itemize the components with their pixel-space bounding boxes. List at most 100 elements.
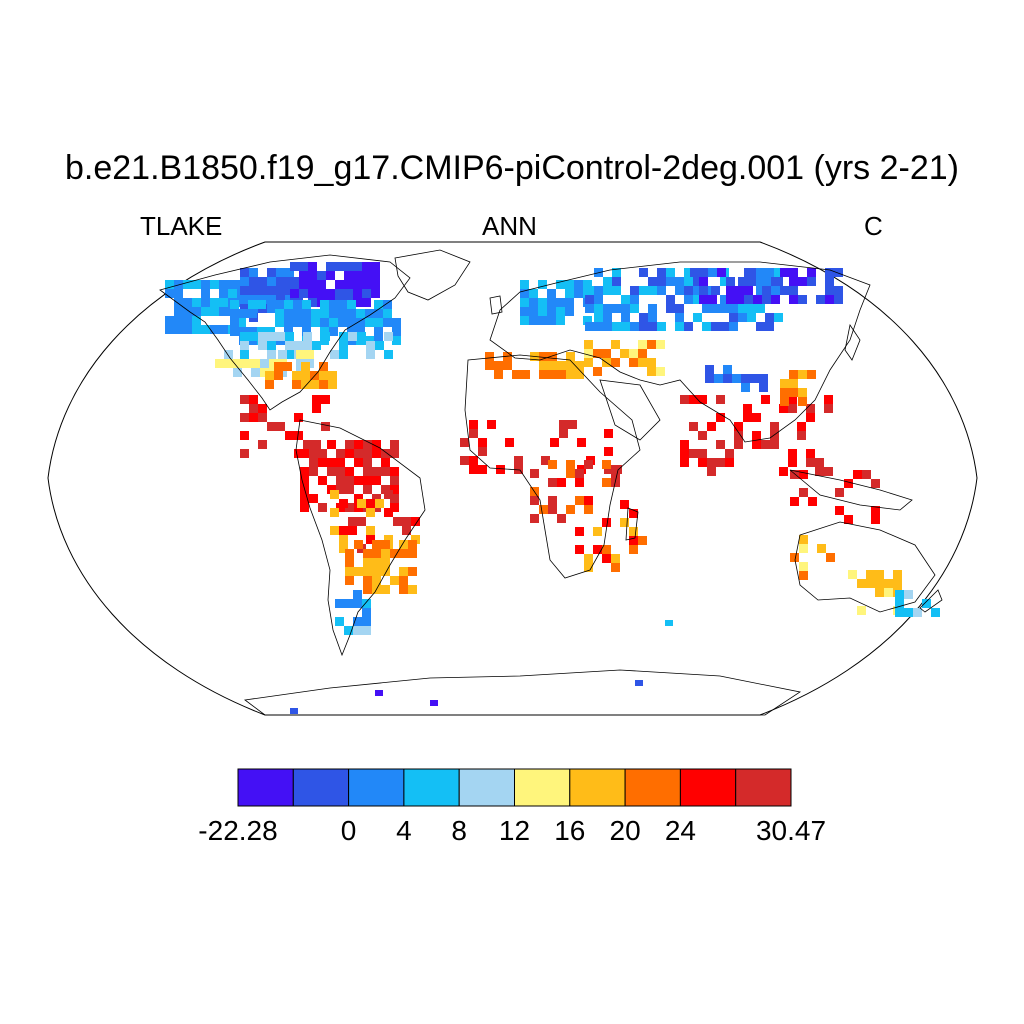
- grid-cell: [384, 350, 393, 359]
- grid-cell: [825, 295, 834, 304]
- grid-cell: [165, 289, 174, 298]
- grid-cell: [330, 508, 339, 517]
- grid-cell: [240, 431, 249, 440]
- grid-cell: [647, 367, 656, 376]
- grid-cell: [574, 289, 583, 298]
- grid-cell: [327, 440, 336, 449]
- grid-cell: [657, 277, 666, 286]
- grid-cell: [612, 268, 621, 277]
- grid-cell: [201, 325, 210, 334]
- grid-cell: [726, 295, 735, 304]
- grid-cell: [584, 563, 593, 572]
- grid-cell: [689, 395, 698, 404]
- grid-cell: [392, 318, 401, 327]
- colorbar-box: [348, 768, 405, 807]
- grid-cell: [266, 327, 275, 336]
- grid-cell: [327, 467, 336, 476]
- grid-cell: [390, 485, 399, 494]
- grid-cell: [372, 467, 381, 476]
- grid-cell: [680, 449, 689, 458]
- grid-cell: [294, 449, 303, 458]
- grid-cell: [365, 309, 374, 318]
- grid-cell: [799, 488, 808, 497]
- grid-cell: [348, 332, 357, 341]
- grid-cell: [192, 307, 201, 316]
- grid-cell: [693, 295, 702, 304]
- grid-cell: [770, 422, 779, 431]
- grid-cell: [744, 277, 753, 286]
- grid-cell: [384, 490, 393, 499]
- grid-cell: [529, 298, 538, 307]
- grid-cell: [384, 535, 393, 544]
- grid-cell: [399, 540, 408, 549]
- grid-cell: [584, 340, 593, 349]
- grid-cell: [267, 332, 276, 341]
- grid-cell: [276, 286, 285, 295]
- grid-cell: [699, 268, 708, 277]
- grid-cell: [242, 359, 251, 368]
- grid-cell: [239, 327, 248, 336]
- grid-cell: [330, 490, 339, 499]
- grid-cell: [585, 286, 594, 295]
- grid-cell: [593, 545, 602, 554]
- grid-cell: [285, 350, 294, 359]
- grid-cell: [629, 349, 638, 358]
- grid-cell: [276, 295, 285, 304]
- grid-cell: [807, 268, 816, 277]
- grid-cell: [716, 395, 725, 404]
- grid-cell: [284, 327, 293, 336]
- grid-cell: [257, 300, 266, 309]
- grid-cell: [806, 458, 815, 467]
- grid-cell: [494, 361, 503, 370]
- coastline-indonesia: [789, 469, 913, 511]
- grid-cell: [871, 515, 880, 524]
- grid-cell: [201, 298, 210, 307]
- grid-cell: [630, 304, 639, 313]
- grid-cell: [339, 332, 348, 341]
- grid-cell: [240, 332, 249, 341]
- grid-cell: [372, 549, 381, 558]
- grid-cell: [698, 449, 707, 458]
- grid-cell: [752, 440, 761, 449]
- colorbar-label: 12: [498, 815, 531, 846]
- grid-cell: [230, 318, 239, 327]
- grid-cell: [283, 362, 292, 371]
- variable-label: TLAKE: [140, 211, 223, 241]
- grid-cell: [354, 440, 363, 449]
- units-label: C: [864, 211, 883, 241]
- grid-cell: [469, 420, 478, 429]
- grid-cell: [711, 304, 720, 313]
- grid-cell: [321, 332, 330, 341]
- grid-cell: [648, 277, 657, 286]
- grid-cell: [797, 431, 806, 440]
- grid-cell: [538, 307, 547, 316]
- grid-cell: [321, 422, 330, 431]
- grid-cell: [285, 286, 294, 295]
- grid-cell: [381, 558, 390, 567]
- grid-cell: [478, 438, 487, 447]
- grid-cell: [353, 590, 362, 599]
- grid-cell: [779, 404, 788, 413]
- grid-cell: [875, 570, 884, 579]
- grid-cell: [568, 420, 577, 429]
- grid-cell: [329, 300, 338, 309]
- grid-cell: [372, 567, 381, 576]
- grid-cell: [799, 544, 808, 553]
- grid-cell: [594, 322, 603, 331]
- grid-cell: [548, 361, 557, 370]
- grid-cell: [320, 309, 329, 318]
- coastline-new-zealand: [919, 589, 943, 613]
- grid-cell: [353, 617, 362, 626]
- grid-cell: [228, 289, 237, 298]
- grid-cell: [310, 380, 319, 389]
- grid-cell: [330, 350, 339, 359]
- grid-cell: [789, 379, 798, 388]
- grid-cell: [335, 617, 344, 626]
- grid-cell: [183, 307, 192, 316]
- grid-cell: [260, 368, 269, 377]
- grid-cell: [539, 352, 548, 361]
- grid-cell: [267, 304, 276, 313]
- grid-cell: [675, 304, 684, 313]
- grid-cell: [539, 370, 548, 379]
- grid-cell: [365, 318, 374, 327]
